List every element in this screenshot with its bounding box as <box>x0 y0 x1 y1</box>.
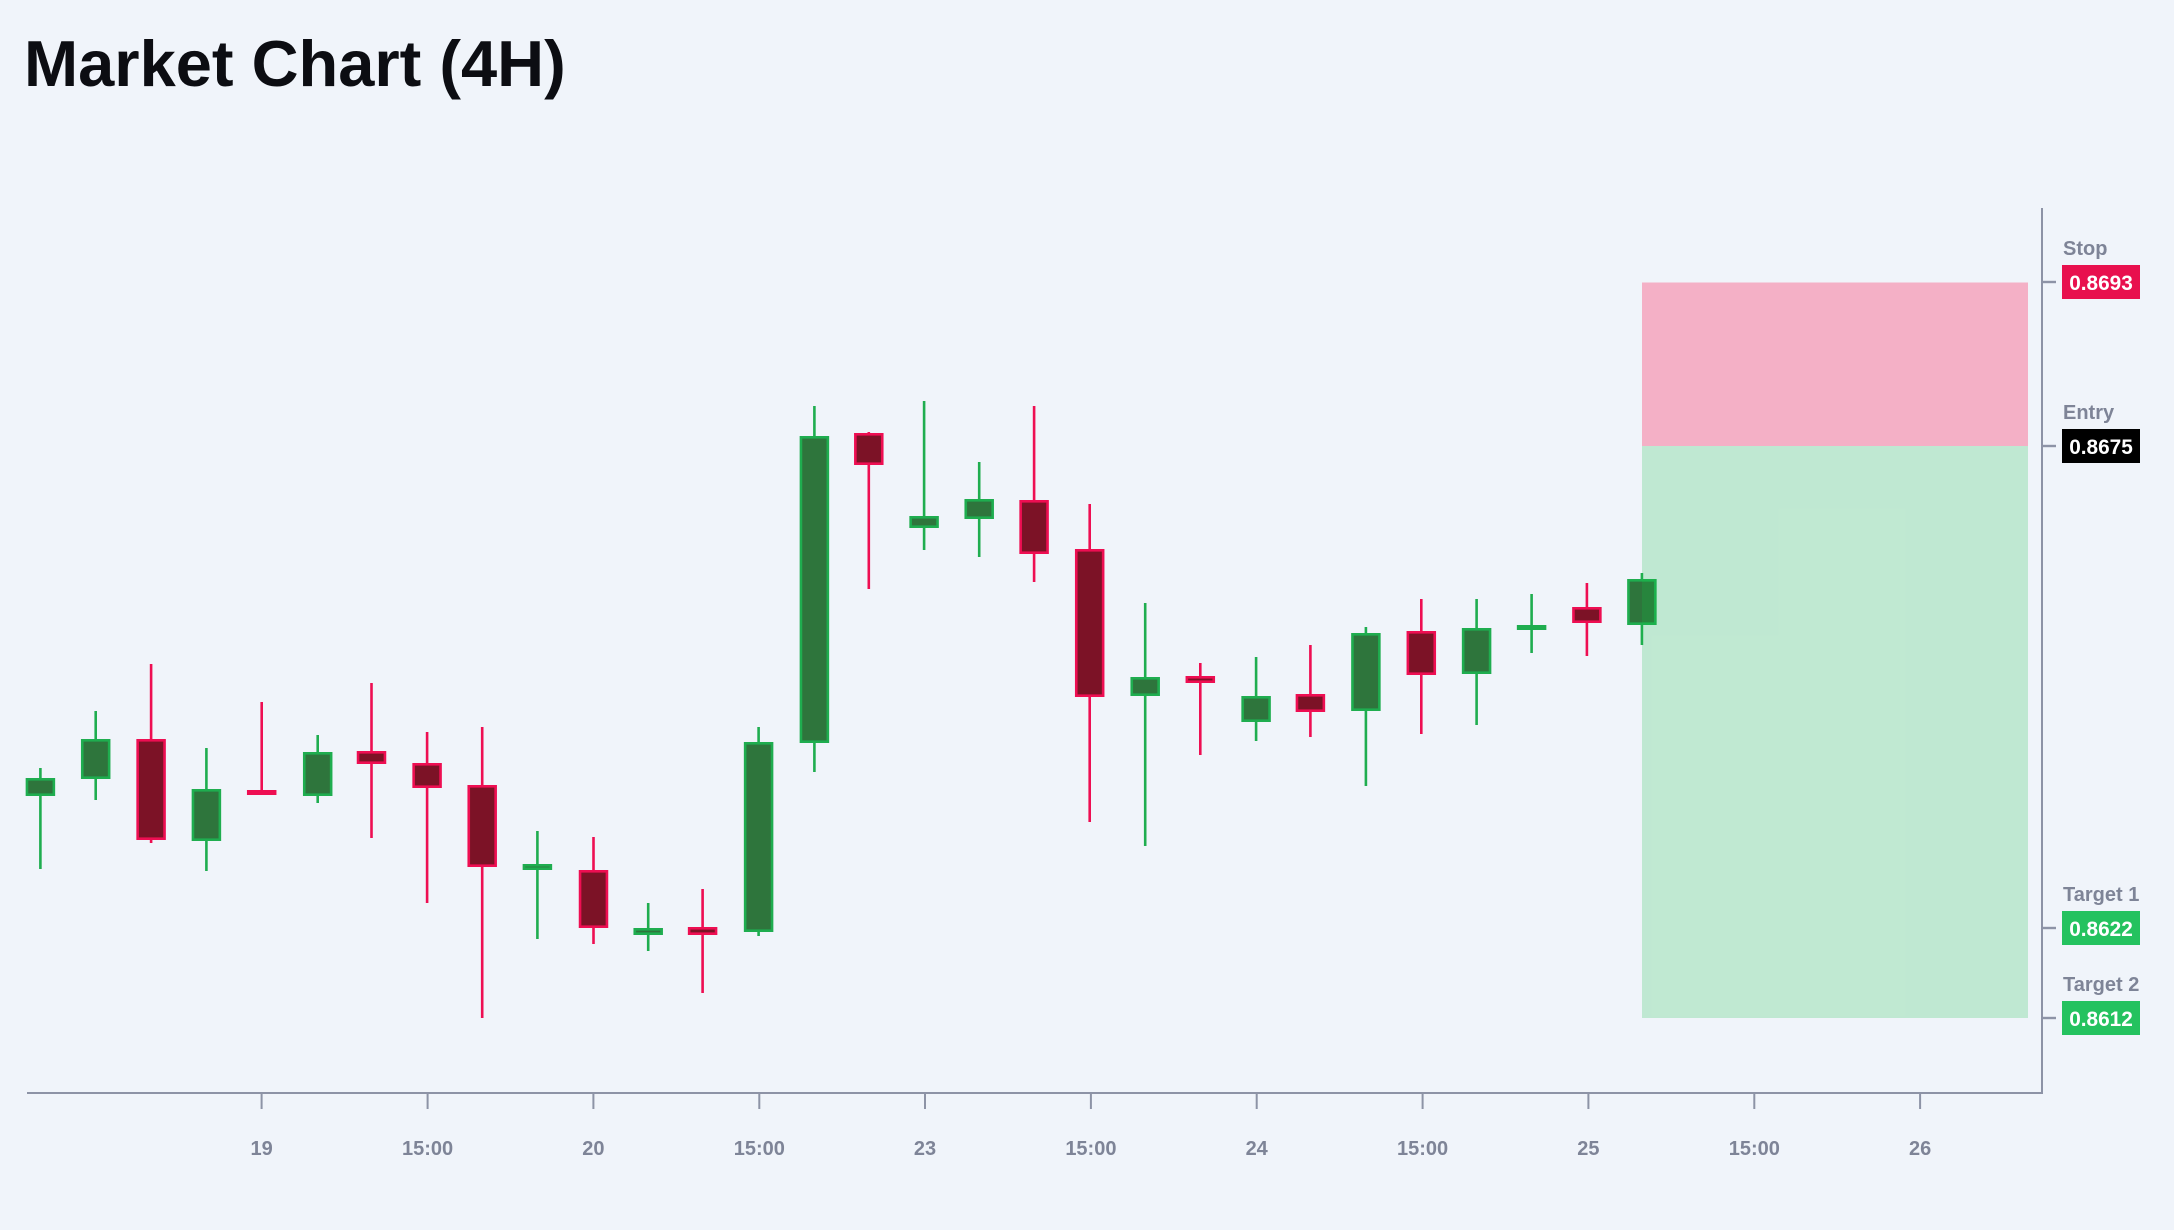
svg-text:23: 23 <box>914 1138 936 1160</box>
svg-text:Market Chart (4H): Market Chart (4H) <box>24 27 566 100</box>
svg-text:0.8693: 0.8693 <box>2069 272 2133 295</box>
svg-text:Target 2: Target 2 <box>2063 974 2139 996</box>
svg-text:15:00: 15:00 <box>1065 1138 1116 1160</box>
svg-text:15:00: 15:00 <box>734 1138 785 1160</box>
svg-text:0.8622: 0.8622 <box>2069 918 2133 941</box>
svg-text:19: 19 <box>250 1138 272 1160</box>
svg-text:20: 20 <box>582 1138 604 1160</box>
svg-text:15:00: 15:00 <box>1397 1138 1448 1160</box>
svg-text:15:00: 15:00 <box>402 1138 453 1160</box>
svg-text:24: 24 <box>1246 1138 1269 1160</box>
svg-text:Entry: Entry <box>2063 402 2115 424</box>
svg-text:0.8612: 0.8612 <box>2069 1008 2133 1031</box>
svg-text:15:00: 15:00 <box>1729 1138 1780 1160</box>
svg-text:Stop: Stop <box>2063 238 2107 260</box>
svg-text:0.8675: 0.8675 <box>2069 436 2133 459</box>
svg-text:Target 1: Target 1 <box>2063 884 2139 906</box>
svg-text:25: 25 <box>1577 1138 1599 1160</box>
svg-text:26: 26 <box>1909 1138 1931 1160</box>
